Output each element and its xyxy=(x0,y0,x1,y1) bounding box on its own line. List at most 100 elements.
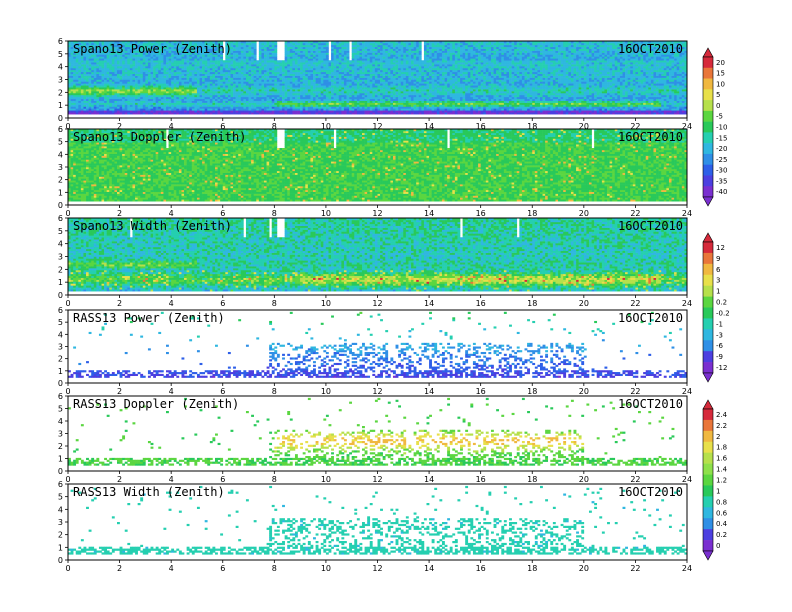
data-cell xyxy=(230,80,233,82)
data-cell xyxy=(331,89,334,91)
data-cell xyxy=(225,58,228,60)
data-cell xyxy=(94,66,97,68)
data-cell xyxy=(279,89,282,91)
data-cell xyxy=(259,108,262,110)
data-cell xyxy=(347,43,350,45)
data-cell xyxy=(174,106,177,108)
data-cell xyxy=(388,106,391,108)
data-cell xyxy=(189,97,192,99)
data-cell xyxy=(295,87,298,89)
data-cell xyxy=(251,112,254,114)
data-cell xyxy=(184,99,187,101)
data-cell xyxy=(223,101,226,103)
data-cell xyxy=(83,72,86,74)
data-cell xyxy=(321,68,324,70)
data-cell xyxy=(339,76,342,78)
data-cell xyxy=(359,72,362,74)
data-cell xyxy=(285,112,288,114)
data-cell xyxy=(378,89,381,91)
data-cell xyxy=(323,78,326,80)
data-cell xyxy=(406,45,409,47)
data-cell xyxy=(406,64,409,66)
data-cell xyxy=(233,64,236,66)
data-cell xyxy=(215,106,218,108)
data-cell xyxy=(331,58,334,60)
data-cell xyxy=(192,56,195,58)
data-cell xyxy=(295,72,298,74)
data-cell xyxy=(246,87,249,89)
data-cell xyxy=(287,99,290,101)
data-cell xyxy=(372,56,375,58)
data-cell xyxy=(334,74,337,76)
data-cell xyxy=(169,80,172,82)
data-cell xyxy=(109,58,112,60)
data-cell xyxy=(375,87,378,89)
data-cell xyxy=(125,81,128,83)
data-cell xyxy=(125,103,128,105)
data-cell xyxy=(125,76,128,78)
data-cell xyxy=(318,101,321,103)
data-cell xyxy=(94,85,97,87)
data-cell xyxy=(313,72,316,74)
data-cell xyxy=(388,68,391,70)
data-cell xyxy=(261,95,264,97)
data-cell xyxy=(94,91,97,93)
data-cell xyxy=(145,108,148,110)
data-cell xyxy=(112,89,115,91)
data-cell xyxy=(274,76,277,78)
data-cell xyxy=(161,105,164,107)
data-cell xyxy=(104,68,107,70)
data-cell xyxy=(96,62,99,64)
data-cell xyxy=(295,78,298,80)
data-cell xyxy=(401,106,404,108)
data-cell xyxy=(308,101,311,103)
data-cell xyxy=(390,87,393,89)
data-cell xyxy=(359,112,362,114)
data-cell xyxy=(352,112,355,114)
data-cell xyxy=(290,49,293,51)
data-cell xyxy=(91,80,94,82)
data-cell xyxy=(269,105,272,107)
data-cell xyxy=(298,89,301,91)
data-cell xyxy=(225,110,228,112)
data-cell xyxy=(122,68,125,70)
data-cell xyxy=(287,60,290,62)
data-cell xyxy=(318,85,321,87)
data-cell xyxy=(365,60,368,62)
data-cell xyxy=(71,56,74,58)
data-cell xyxy=(184,56,187,58)
data-cell xyxy=(109,85,112,87)
data-cell xyxy=(192,76,195,78)
data-cell xyxy=(269,110,272,112)
data-cell xyxy=(200,110,203,112)
data-cell xyxy=(323,72,326,74)
data-cell xyxy=(398,45,401,47)
data-cell xyxy=(264,80,267,82)
data-cell xyxy=(372,51,375,53)
data-cell xyxy=(282,93,285,95)
data-cell xyxy=(215,72,218,74)
data-cell xyxy=(223,106,226,108)
data-cell xyxy=(274,64,277,66)
data-cell xyxy=(398,91,401,93)
data-cell xyxy=(372,95,375,97)
data-cell xyxy=(388,70,391,72)
data-cell xyxy=(89,99,92,101)
data-cell xyxy=(344,99,347,101)
data-cell xyxy=(184,72,187,74)
data-cell xyxy=(96,72,99,74)
data-cell xyxy=(212,108,215,110)
data-cell xyxy=(145,81,148,83)
data-cell xyxy=(109,87,112,89)
data-cell xyxy=(269,47,272,49)
data-cell xyxy=(362,101,365,103)
data-cell xyxy=(166,91,169,93)
data-cell xyxy=(220,66,223,68)
data-cell xyxy=(264,62,267,64)
data-cell xyxy=(140,58,143,60)
data-cell xyxy=(261,45,264,47)
data-cell xyxy=(181,81,184,83)
data-cell xyxy=(290,99,293,101)
data-cell xyxy=(344,47,347,49)
data-cell xyxy=(277,106,280,108)
